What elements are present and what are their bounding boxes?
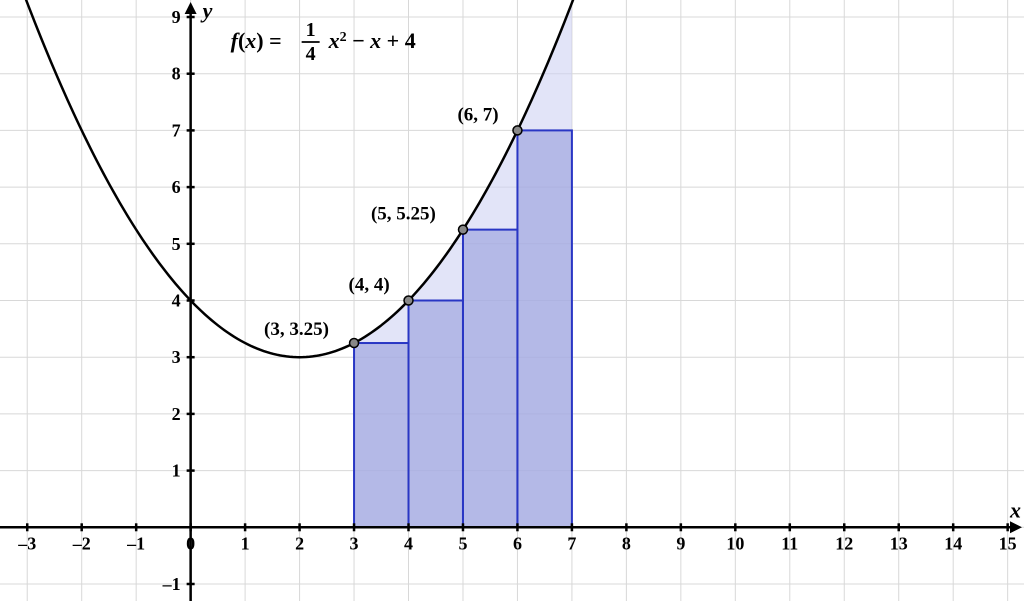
y-tick-label: –1 [162,574,181,594]
y-tick-label: 1 [172,461,181,481]
x-tick-label: 6 [513,533,522,553]
x-tick-label: 13 [890,533,908,553]
y-tick-label: 8 [172,64,181,84]
riemann-bar [354,343,408,527]
x-tick-label: 1 [241,533,250,553]
x-tick-label: 4 [404,533,413,553]
svg-text:4: 4 [306,43,316,65]
sample-point [350,339,359,348]
x-tick-label: 8 [622,533,631,553]
formula: f(x) = 14 x2 − x + 4 [231,19,416,65]
x-tick-label: 11 [781,533,798,553]
x-tick-label: 0 [186,533,195,553]
sample-point [513,126,522,135]
riemann-bar [517,130,571,527]
svg-text:f(x) =: f(x) = [231,28,282,53]
point-label: (6, 7) [457,104,498,125]
y-tick-label: 5 [172,234,181,254]
svg-text:1: 1 [306,19,316,41]
sample-point [458,225,467,234]
y-tick-label: 9 [172,7,181,27]
y-tick-label: 3 [172,347,181,367]
x-tick-label: 14 [944,533,962,553]
x-tick-label: 7 [567,533,576,553]
x-tick-label: 9 [676,533,685,553]
y-tick-label: 4 [172,291,181,311]
y-tick-label: 2 [172,404,181,424]
sample-point [404,296,413,305]
svg-text:x2 − x + 4: x2 − x + 4 [328,28,416,53]
riemann-chart: –3–2–10123456789101112131415–1123456789(… [0,0,1024,601]
x-tick-label: 2 [295,533,304,553]
chart-svg: –3–2–10123456789101112131415–1123456789(… [0,0,1024,601]
x-tick-label: –2 [72,533,91,553]
x-tick-label: –3 [17,533,36,553]
point-label: (3, 3.25) [264,319,329,340]
x-tick-label: 10 [726,533,744,553]
x-tick-label: –1 [126,533,145,553]
y-tick-label: 6 [172,177,181,197]
point-label: (5, 5.25) [371,204,436,225]
y-tick-label: 7 [172,120,181,140]
point-label: (4, 4) [349,275,390,296]
y-axis-arrow [185,2,197,14]
x-axis-label: x [1009,497,1021,522]
riemann-bar [463,230,517,528]
riemann-bar [409,301,463,528]
x-tick-label: 5 [458,533,467,553]
y-axis-label: y [200,0,213,23]
x-tick-label: 15 [999,533,1017,553]
x-axis-arrow [1010,521,1022,533]
x-tick-label: 3 [350,533,359,553]
x-tick-label: 12 [835,533,853,553]
